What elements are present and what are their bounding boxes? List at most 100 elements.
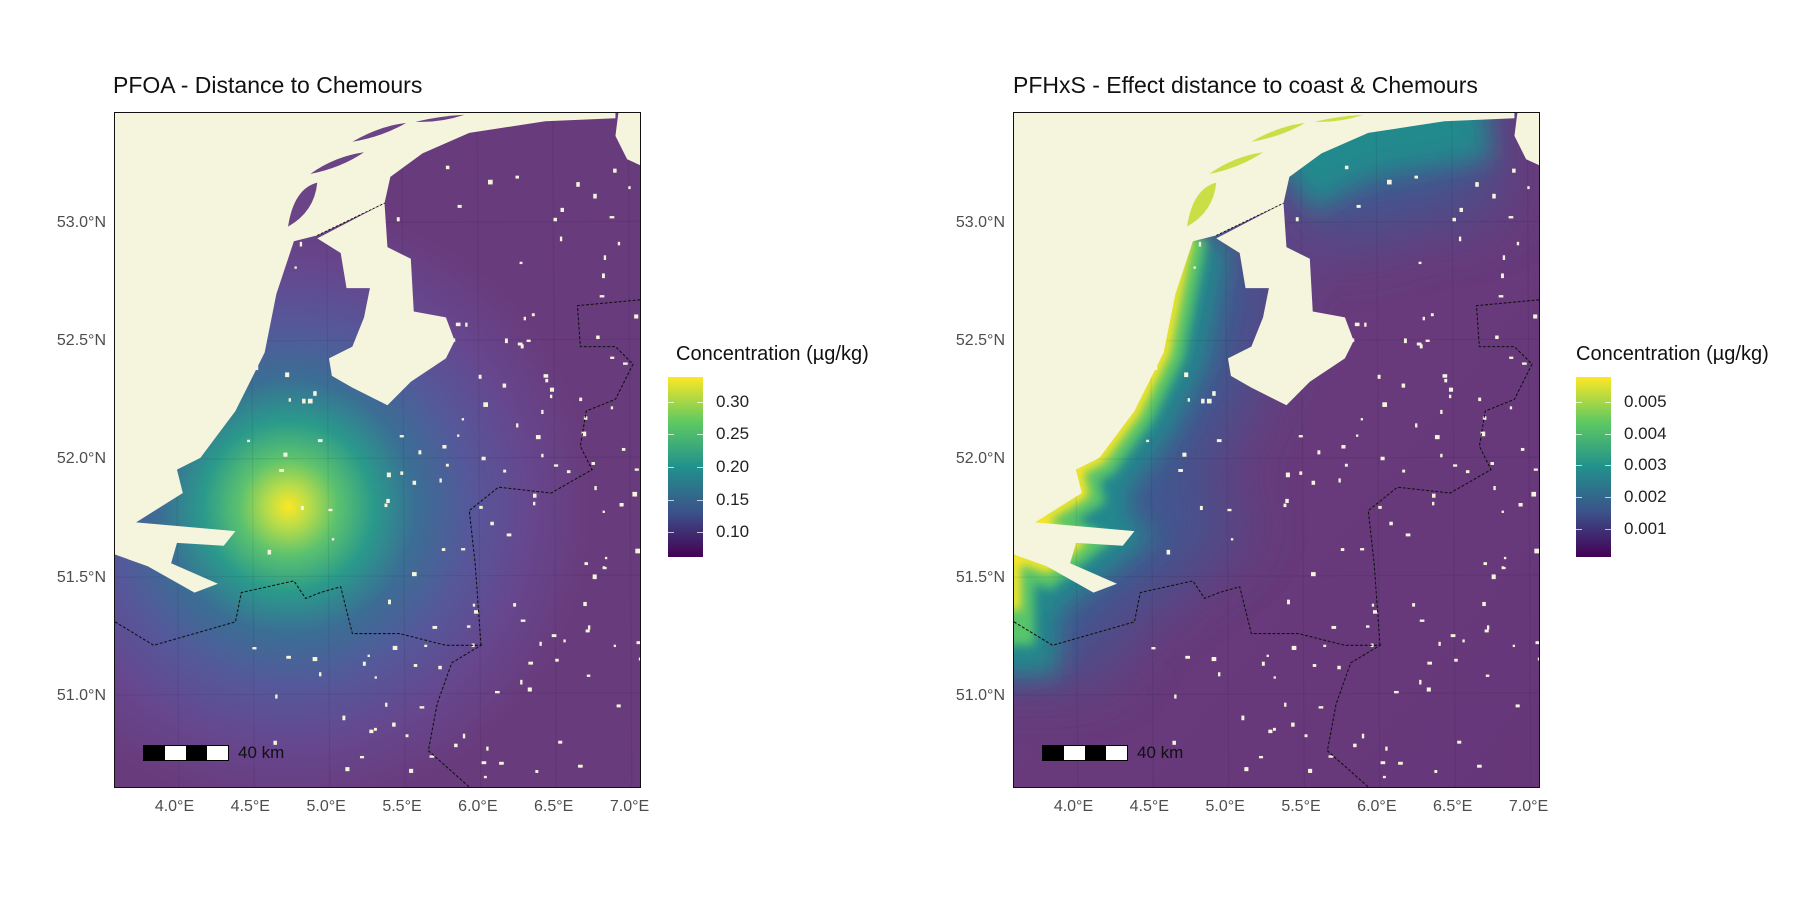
water-pixel <box>300 505 304 511</box>
water-pixel <box>1211 657 1217 662</box>
water-pixel <box>1380 761 1386 765</box>
water-pixel <box>1520 447 1525 451</box>
wadden-island <box>415 114 465 122</box>
water-pixel <box>1419 619 1425 622</box>
water-pixel <box>1490 462 1494 465</box>
water-pixel <box>483 775 487 779</box>
water-pixel <box>1440 453 1443 458</box>
water-pixel <box>1503 566 1506 570</box>
water-pixel <box>1261 661 1265 666</box>
water-pixel <box>1454 658 1458 662</box>
water-pixel <box>312 657 318 662</box>
ijsselmeer <box>1216 203 1354 406</box>
water-pixel <box>419 706 425 709</box>
water-pixel <box>1268 729 1273 734</box>
legend-tick-label: 0.001 <box>1624 518 1667 538</box>
water-pixel <box>1178 469 1183 472</box>
water-pixel <box>1266 654 1269 658</box>
water-pixel <box>1354 322 1360 327</box>
water-pixel <box>466 625 471 628</box>
grid-line <box>1014 692 1539 696</box>
water-pixel <box>445 165 450 170</box>
water-pixel <box>1341 445 1346 449</box>
water-pixel <box>1187 398 1190 402</box>
lat-tick-label: 51.0°N <box>56 686 106 704</box>
water-pixel <box>1450 634 1456 638</box>
water-pixel <box>283 452 288 457</box>
lon-tick-label: 4.0°E <box>154 798 195 815</box>
water-pixel <box>1509 406 1513 410</box>
water-pixel <box>461 418 465 421</box>
grid-line <box>552 113 557 787</box>
water-pixel <box>252 647 257 650</box>
grid-line <box>1526 113 1532 787</box>
water-pixel <box>432 625 438 629</box>
lon-tick-label: 6.5°E <box>534 798 574 815</box>
legend-tick-mark <box>668 467 703 468</box>
water-pixel <box>1512 644 1516 648</box>
water-pixel <box>635 548 640 554</box>
water-pixel <box>558 740 563 744</box>
water-pixel <box>554 464 559 467</box>
grid-line <box>115 456 640 460</box>
water-pixel <box>519 261 523 265</box>
water-pixel <box>599 295 605 298</box>
grid-line <box>401 113 406 787</box>
water-pixel <box>388 599 391 605</box>
water-pixel <box>396 217 400 222</box>
water-pixel <box>539 641 542 646</box>
water-pixel <box>1310 572 1316 577</box>
lat-tick-label: 53.0°N <box>955 213 1005 231</box>
water-pixel <box>342 715 346 721</box>
water-pixel <box>1340 548 1345 552</box>
water-pixel <box>1174 694 1177 699</box>
water-pixel <box>1284 702 1287 707</box>
water-pixel <box>1227 508 1232 512</box>
water-pixel <box>411 572 417 577</box>
water-pixel <box>1338 478 1341 483</box>
water-pixel <box>621 447 626 451</box>
water-pixel <box>472 603 476 607</box>
water-pixel <box>1432 501 1435 506</box>
water-pixel <box>553 217 557 222</box>
wadden-island <box>1187 182 1217 227</box>
water-pixel <box>1402 469 1406 473</box>
water-pixel <box>1146 439 1150 443</box>
country-border <box>115 299 640 787</box>
water-pixel <box>517 342 523 346</box>
map-panel[interactable] <box>1013 112 1540 788</box>
wadden-island <box>310 152 365 174</box>
lat-tick-label: 52.0°N <box>56 450 106 468</box>
north-sea <box>1014 113 1515 593</box>
water-pixel <box>602 510 605 513</box>
water-pixel <box>1206 398 1212 404</box>
water-pixel <box>1398 761 1403 765</box>
water-pixel <box>584 562 588 566</box>
water-pixel <box>638 657 640 661</box>
water-pixel <box>1440 409 1443 414</box>
water-pixel <box>1198 241 1202 247</box>
water-pixel <box>585 629 590 633</box>
legend-tick-label: 0.004 <box>1624 423 1667 443</box>
legend-tick-label: 0.15 <box>716 489 750 509</box>
water-pixel <box>1458 236 1462 242</box>
water-pixel <box>502 383 507 388</box>
water-pixel <box>583 416 588 420</box>
water-pixel <box>412 480 417 485</box>
scale-bar-label: 40 km <box>1137 743 1184 762</box>
water-pixel <box>1500 273 1504 279</box>
water-pixel <box>1365 625 1370 628</box>
scale-bar <box>143 745 229 761</box>
grid-line <box>115 692 640 696</box>
wadden-island <box>352 122 407 142</box>
water-pixel <box>392 722 396 727</box>
water-pixel <box>1498 295 1504 298</box>
water-pixel <box>1534 548 1539 554</box>
legend-tick-mark <box>668 499 703 501</box>
water-pixel <box>543 374 549 378</box>
lon-tick-label: 4.0°E <box>1053 798 1094 815</box>
water-pixel <box>319 672 322 677</box>
water-pixel <box>1475 182 1479 187</box>
map-panel[interactable] <box>114 112 641 788</box>
lat-tick-label: 51.5°N <box>955 568 1005 586</box>
